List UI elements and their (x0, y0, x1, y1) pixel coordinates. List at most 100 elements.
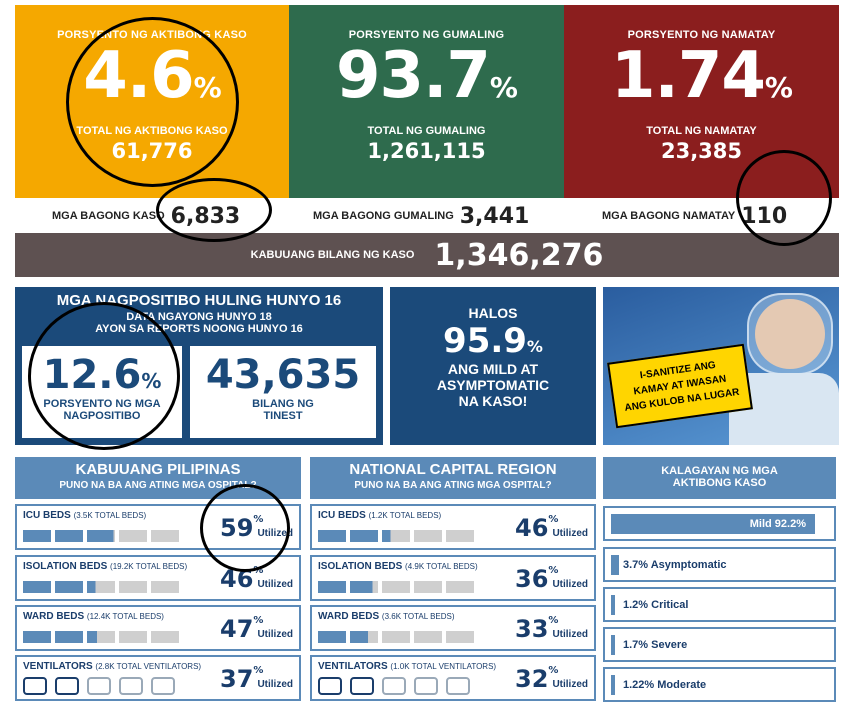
status-item: 3.7% Asymptomatic (603, 547, 836, 582)
bed-icon (414, 530, 442, 542)
bed-icon (23, 631, 51, 643)
bed-usage-bars (23, 631, 179, 643)
ncr-bed-row: WARD BEDS (3.6K TOTAL BEDS) 33% Utilized (310, 605, 596, 651)
positivity-rate-label2: NAGPOSITIBO (63, 410, 141, 422)
bed-label: WARD BEDS (3.6K TOTAL BEDS) (318, 611, 455, 622)
new-recovered: MGA BAGONG GUMALING 3,441 (313, 203, 529, 229)
status-title1: KALAGAYAN NG MGA (661, 465, 778, 477)
bed-label: VENTILATORS (2.8K TOTAL VENTILATORS) (23, 661, 202, 672)
status-bar (611, 635, 615, 655)
tested-label2: TINEST (263, 410, 303, 422)
bed-label: ISOLATION BEDS (19.2K TOTAL BEDS) (23, 561, 188, 572)
status-label: 1.7% Severe (623, 639, 688, 651)
new-cases-label: MGA BAGONG KASO (52, 210, 165, 222)
total-cases-bar: KABUUANG BILANG NG KASO 1,346,276 (15, 233, 839, 277)
positivity-panel: MGA NAGPOSITIBO HULING HUNYO 16 DATA NGA… (15, 287, 383, 445)
positivity-sub2: AYON SA REPORTS NOONG HUNYO 16 (95, 323, 303, 335)
status-item: 1.7% Severe (603, 627, 836, 662)
bed-icon (151, 631, 179, 643)
ph-bed-row: VENTILATORS (2.8K TOTAL VENTILATORS) 37% U… (15, 655, 301, 701)
bed-label: ICU BEDS (1.2K TOTAL BEDS) (318, 510, 442, 521)
status-label: 1.2% Critical (623, 599, 689, 611)
bed-icon (23, 581, 51, 593)
bed-icon (55, 530, 83, 542)
ventilator-icon (446, 677, 470, 695)
bed-usage-bars (318, 631, 474, 643)
bed-icon (446, 631, 474, 643)
utilization-value: 33% Utilized (515, 615, 588, 643)
face-shield-icon (747, 293, 833, 375)
bed-icon (151, 581, 179, 593)
active-total-value: 61,776 (111, 139, 193, 163)
ventilator-icon (151, 677, 175, 695)
positivity-rate-box: 12.6% PORSYENTO NG MGA NAGPOSITIBO (22, 346, 182, 438)
ncr-bed-row: VENTILATORS (1.0K TOTAL VENTILATORS) 32% U… (310, 655, 596, 701)
status-bar (611, 675, 615, 695)
tested-box: 43,635 BILANG NG TINEST (190, 346, 376, 438)
bed-icon (87, 631, 115, 643)
bed-icon (446, 530, 474, 542)
active-pct-label: PORSYENTO NG AKTIBONG KASO (57, 29, 247, 41)
status-label: Mild 92.2% (749, 518, 806, 530)
bed-icon (446, 581, 474, 593)
ventilator-icon (87, 677, 111, 695)
utilization-value: 59% Utilized (220, 514, 293, 542)
deaths-block: PORSYENTO NG NAMATAY 1.74% TOTAL NG NAMA… (564, 5, 839, 198)
bed-icon (350, 581, 378, 593)
status-panel-header: KALAGAYAN NG MGA AKTIBONG KASO (603, 457, 836, 499)
mild-l4: NA KASO! (458, 393, 528, 409)
bed-icon (350, 631, 378, 643)
bed-icon (382, 581, 410, 593)
status-label: 3.7% Asymptomatic (623, 559, 727, 571)
deaths-total-value: 23,385 (660, 139, 743, 163)
mild-l2: ANG MILD AT (447, 361, 539, 377)
ventilator-icon (119, 677, 143, 695)
new-recovered-value: 3,441 (459, 203, 530, 229)
ventilator-icons (318, 677, 470, 695)
bed-usage-bars (318, 581, 474, 593)
new-recovered-label: MGA BAGONG GUMALING (313, 210, 454, 222)
status-bar (611, 514, 815, 534)
status-title2: AKTIBONG KASO (672, 477, 767, 489)
bed-icon (318, 631, 346, 643)
ventilator-icon (55, 677, 79, 695)
bed-label: ICU BEDS (3.5K TOTAL BEDS) (23, 510, 147, 521)
new-deaths: MGA BAGONG NAMATAY 110 (602, 203, 787, 229)
ph-title: KABUUANG PILIPINAS (75, 461, 241, 478)
new-deaths-value: 110 (741, 203, 788, 229)
recovered-pct-value: 93.7% (336, 39, 518, 113)
active-pct-value: 4.6% (83, 39, 221, 113)
status-item: Mild 92.2% (603, 506, 836, 541)
ventilator-icon (414, 677, 438, 695)
bed-icon (55, 631, 83, 643)
new-cases-value: 6,833 (170, 203, 241, 229)
ph-bed-row: WARD BEDS (12.4K TOTAL BEDS) 47% Utilized (15, 605, 301, 651)
utilization-value: 37% Utilized (220, 665, 293, 693)
ventilator-icons (23, 677, 175, 695)
deaths-pct-label: PORSYENTO NG NAMATAY (627, 29, 776, 41)
ph-bed-row: ICU BEDS (3.5K TOTAL BEDS) 59% Utilized (15, 504, 301, 550)
bed-icon (87, 530, 115, 542)
ph-subtitle: PUNO NA BA ANG ATING MGA OSPITAL? (59, 480, 257, 491)
ncr-panel-header: NATIONAL CAPITAL REGION PUNO NA BA ANG A… (310, 457, 596, 499)
bed-icon (414, 581, 442, 593)
ph-panel-header: KABUUANG PILIPINAS PUNO NA BA ANG ATING … (15, 457, 301, 499)
ncr-bed-row: ISOLATION BEDS (4.9K TOTAL BEDS) 36% Utili… (310, 555, 596, 601)
bed-label: WARD BEDS (12.4K TOTAL BEDS) (23, 611, 164, 622)
bed-label: ISOLATION BEDS (4.9K TOTAL BEDS) (318, 561, 478, 572)
deaths-pct-value: 1.74% (611, 39, 793, 113)
recovered-block: PORSYENTO NG GUMALING 93.7% TOTAL NG GUM… (289, 5, 564, 198)
tested-label: BILANG NG (252, 398, 314, 410)
bed-icon (119, 581, 147, 593)
bed-icon (350, 530, 378, 542)
mild-pct: 95.9% (443, 321, 543, 361)
status-bar (611, 595, 615, 615)
status-item: 1.2% Critical (603, 587, 836, 622)
deaths-total-label: TOTAL NG NAMATAY (646, 125, 757, 137)
bed-icon (23, 530, 51, 542)
utilization-value: 46% Utilized (220, 565, 293, 593)
recovered-pct-label: PORSYENTO NG GUMALING (348, 29, 505, 41)
bed-icon (55, 581, 83, 593)
bed-usage-bars (318, 530, 474, 542)
ncr-title: NATIONAL CAPITAL REGION (349, 461, 557, 478)
